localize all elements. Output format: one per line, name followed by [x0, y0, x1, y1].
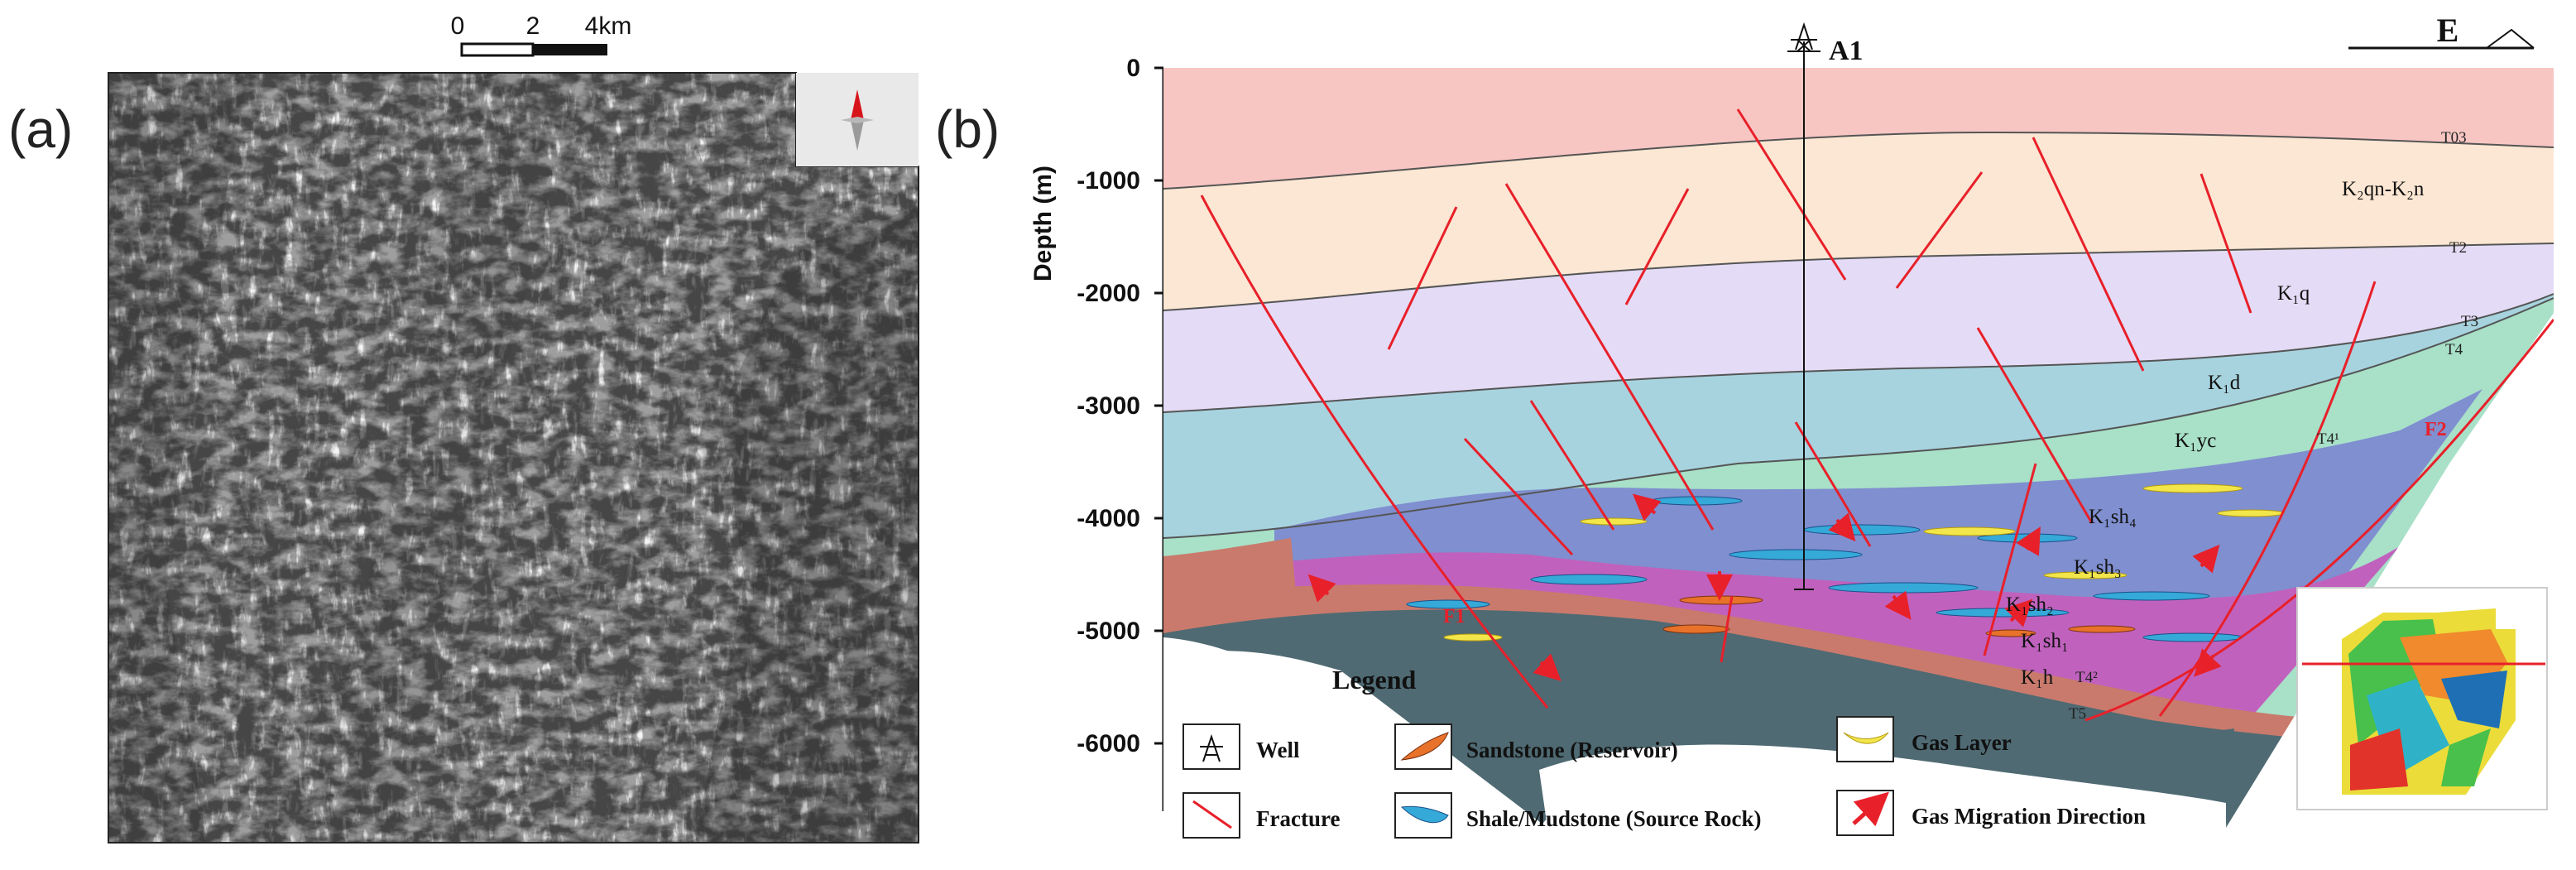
legend-sandstone: Sandstone (Reservoir): [1466, 738, 1678, 762]
horizon-t3: T3: [2461, 313, 2478, 330]
depth-tick-label: -4000: [1077, 505, 1140, 532]
horizon-t4-1: T4¹: [2317, 430, 2339, 448]
legend-shale-icon: [1400, 805, 1449, 824]
scale-bar: 0 2 4km: [451, 12, 632, 57]
legend-gas-layer: Gas Layer: [1912, 730, 2012, 755]
scale-bar-black: [533, 44, 607, 55]
seismic-attribute-map: [108, 73, 919, 843]
horizon-t5: T5: [2069, 705, 2086, 723]
legend-fracture: Fracture: [1256, 806, 1340, 831]
layer-label-k1q: K₁q: [2277, 282, 2310, 305]
well-label: A1: [1829, 36, 1864, 66]
layer-label-k1sh3: K₁sh₃: [2074, 556, 2122, 579]
gas-migration-arrows: [1307, 493, 2222, 681]
north-arrow-icon: [851, 89, 864, 120]
scale-tick-2: 2: [526, 12, 540, 40]
layer-labels: K₂qn-K₂n K₁q K₁d K₁yc K₁sh₄ K₁sh₃ K₁sh₂ …: [2006, 178, 2425, 689]
scale-tick-0: 0: [451, 12, 465, 40]
depth-tick-label: -6000: [1077, 730, 1140, 757]
layer-label-k2qn: K₂qn-K₂n: [2342, 178, 2425, 200]
gas-layer-lenses: [1443, 483, 2285, 642]
legend-well-icon: [1200, 733, 1223, 762]
panel-b: (b) Depth (m) 0 -1000 -2000 -3000 -4000 -5000…: [935, 12, 2554, 839]
legend-fracture-icon: [1192, 800, 1232, 829]
layer-label-k1sh1: K₁sh₁: [2021, 630, 2069, 652]
layer-label-k1h: K₁h: [2021, 666, 2054, 689]
depth-axis: Depth (m) 0 -1000 -2000 -3000 -4000 -5000 -600…: [1029, 55, 1165, 811]
fault-label-f2: F2: [2425, 419, 2447, 440]
scale-bar-white: [460, 42, 535, 57]
scale-tick-4km: 4km: [585, 12, 632, 40]
depth-axis-title: Depth (m): [1029, 166, 1057, 281]
well-icon: [1787, 22, 1820, 52]
horizon-t4-2: T4²: [2075, 669, 2098, 686]
direction-indicator: E: [2348, 12, 2535, 50]
legend-title: Legend: [1332, 665, 1417, 695]
horizon-t2: T2: [2449, 239, 2467, 257]
north-arrow: [796, 73, 919, 166]
legend-well: Well: [1256, 738, 1300, 762]
depth-tick-label: 0: [1126, 55, 1140, 82]
fault-lines: [1200, 108, 2554, 722]
well-a1: A1: [1787, 22, 1864, 590]
horizon-t03: T03: [2441, 129, 2467, 147]
horizon-labels: T03 T2 T3 T4 T4¹ T4² T5: [2069, 129, 2478, 723]
legend-gas-layer-icon: [1843, 732, 1889, 744]
depth-tick-label: -5000: [1077, 618, 1140, 645]
depth-tick-label: -3000: [1077, 392, 1140, 420]
horizon-t4: T4: [2445, 341, 2463, 358]
legend-migration-icon: [1852, 791, 1889, 827]
panel-b-label: (b): [935, 99, 1000, 159]
depth-tick-label: -2000: [1077, 280, 1140, 307]
panel-a-label: (a): [8, 99, 73, 159]
direction-label: E: [2437, 12, 2459, 49]
legend-sandstone-icon: [1400, 732, 1449, 761]
layer-label-k1d: K₁d: [2208, 372, 2241, 394]
layer-label-k1sh4: K₁sh₄: [2089, 506, 2137, 528]
layer-label-k1yc: K₁yc: [2175, 430, 2216, 452]
depth-tick-label: -1000: [1077, 167, 1140, 195]
cross-section: [1163, 68, 2554, 828]
inset-map: [2296, 587, 2548, 810]
layer-label-k1sh2: K₁sh₂: [2006, 594, 2054, 616]
fault-label-f1: F1: [1443, 606, 1465, 627]
legend: Legend Well Sandstone (Reservoir) Gas La…: [1182, 665, 2146, 839]
panel-a: (a) 0 2 4km: [8, 12, 919, 844]
legend-migration: Gas Migration Direction: [1912, 804, 2146, 829]
legend-shale: Shale/Mudstone (Source Rock): [1466, 806, 1762, 831]
depth-axis-ticks: 0 -1000 -2000 -3000 -4000 -5000 -6000: [1077, 55, 1163, 757]
